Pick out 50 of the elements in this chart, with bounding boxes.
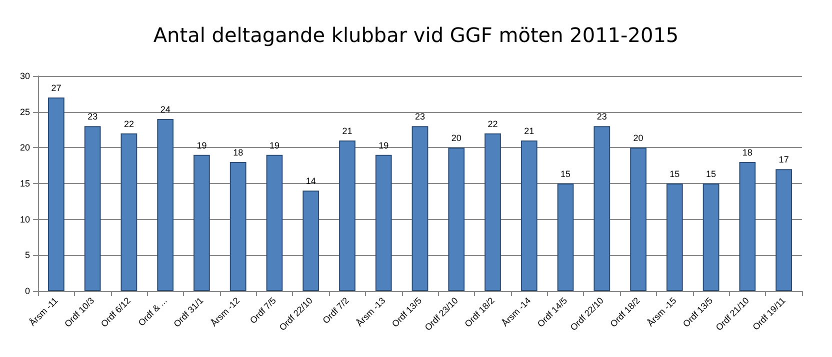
data-label: 15: [560, 169, 571, 179]
bar: [594, 126, 610, 291]
data-label: 23: [414, 112, 426, 122]
bar: [484, 133, 501, 291]
chart-title: Antal deltagande klubbar vid GGF möten 2011-2015: [153, 23, 679, 47]
data-label: 17: [778, 154, 789, 165]
bar: [157, 119, 174, 291]
bar: [739, 162, 756, 291]
data-label: 20: [633, 133, 644, 144]
data-label: 21: [342, 126, 352, 136]
bar: [339, 140, 356, 291]
bar: [520, 140, 538, 291]
y-tick-label: 25: [20, 106, 30, 117]
data-label: 19: [378, 140, 389, 150]
bar: [448, 148, 465, 291]
bar: [776, 169, 792, 291]
data-label: 20: [451, 133, 462, 144]
data-label: 15: [670, 169, 680, 179]
data-label: 21: [524, 126, 534, 136]
y-tick-label: 0: [24, 286, 30, 296]
y-tick-label: 10: [20, 214, 30, 224]
data-label: 24: [160, 104, 170, 114]
data-label: 14: [306, 176, 316, 186]
bar: [230, 162, 246, 291]
data-label: 15: [706, 169, 716, 179]
bar: [302, 190, 320, 291]
data-label: 18: [742, 148, 752, 158]
data-label: 19: [196, 140, 207, 150]
bar: [412, 126, 428, 291]
data-label: 27: [51, 83, 62, 93]
y-tick-label: 20: [20, 142, 30, 153]
bar: [557, 184, 574, 291]
data-label: 23: [88, 112, 98, 122]
bar: [194, 154, 210, 291]
bar: [120, 133, 138, 291]
data-label: 19: [269, 140, 280, 150]
bar: [630, 148, 646, 291]
bar: [666, 184, 683, 291]
data-label: 22: [124, 118, 134, 129]
bar: [84, 126, 101, 291]
y-tick-label: 30: [20, 71, 30, 81]
data-label: 18: [233, 148, 244, 158]
bar: [375, 154, 392, 291]
bar: [48, 98, 64, 291]
data-label: 22: [488, 118, 498, 129]
y-tick-label: 15: [20, 178, 30, 188]
bar: [702, 184, 720, 291]
bar: [266, 154, 283, 291]
y-tick-label: 5: [24, 250, 30, 260]
data-label: 23: [596, 112, 607, 122]
